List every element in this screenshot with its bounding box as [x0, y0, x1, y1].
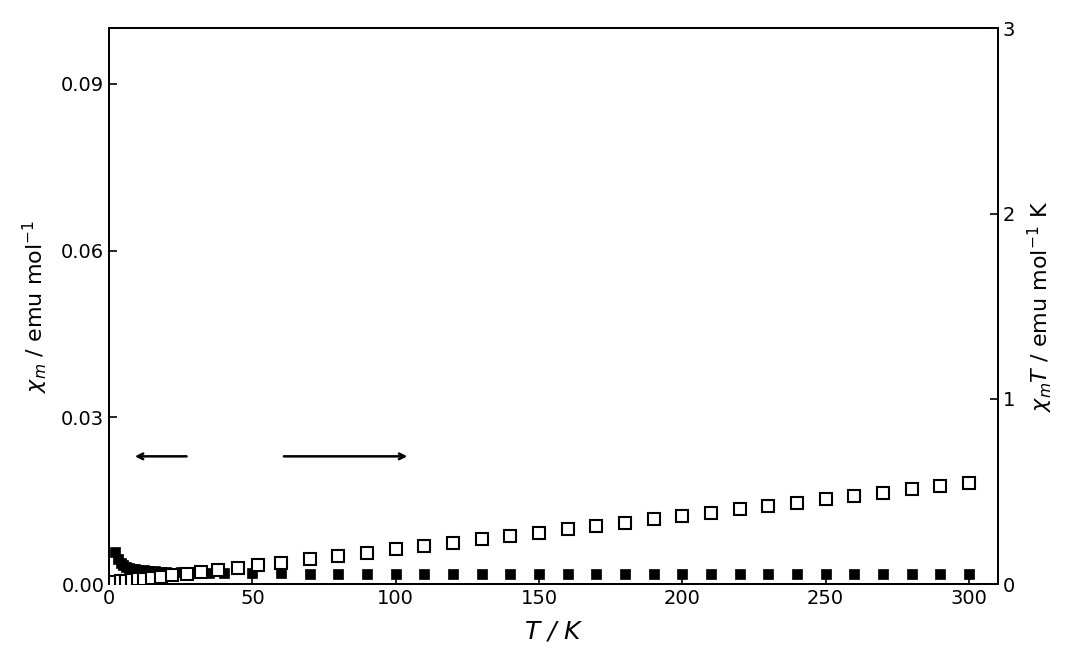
X-axis label: $\mathit{T}$ / K: $\mathit{T}$ / K: [524, 619, 583, 643]
Y-axis label: $\chi_{m}$ / emu mol$^{-1}$: $\chi_{m}$ / emu mol$^{-1}$: [20, 220, 49, 393]
Y-axis label: $\chi_{m}\mathit{T}$ / emu mol$^{-1}$ K: $\chi_{m}\mathit{T}$ / emu mol$^{-1}$ K: [1027, 201, 1056, 412]
